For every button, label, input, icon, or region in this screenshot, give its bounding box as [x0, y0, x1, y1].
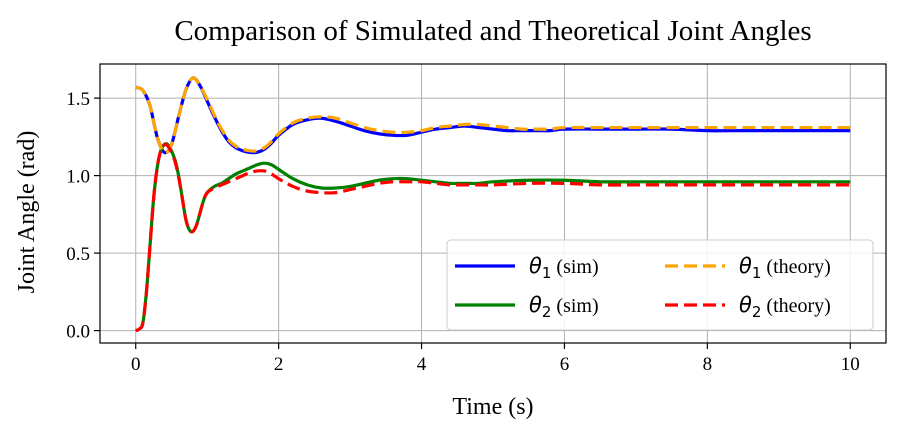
grid-layer	[100, 64, 886, 343]
legend-label-theta2-theory: θ2 (theory)	[739, 293, 831, 321]
x-axis-label: Time (s)	[452, 394, 533, 420]
legend-suffix: (theory)	[761, 295, 830, 317]
legend-subscript: 1	[542, 264, 552, 282]
legend-symbol: θ	[529, 254, 542, 278]
chart-title: Comparison of Simulated and Theoretical …	[174, 15, 811, 47]
series-layer	[135, 76, 851, 333]
y-tick-label: 0.5	[66, 244, 90, 265]
legend-label-theta1-sim: θ1 (sim)	[529, 254, 599, 282]
legend-symbol: θ	[529, 293, 542, 317]
y-tick-label: 1.5	[66, 89, 90, 110]
x-tick-label: 6	[560, 354, 570, 375]
legend-subscript: 2	[752, 303, 762, 321]
legend-subscript: 1	[752, 264, 762, 282]
legend-symbol: θ	[739, 293, 752, 317]
x-tick-label: 2	[274, 354, 284, 375]
x-tick-label: 4	[417, 354, 427, 375]
y-tick-label: 1.0	[66, 167, 90, 188]
legend-label-theta2-sim: θ2 (sim)	[529, 293, 599, 321]
y-axis-label: Joint Angle (rad)	[14, 131, 40, 294]
legend-suffix: (theory)	[761, 256, 830, 278]
legend-box	[446, 239, 874, 331]
x-tick-label: 8	[703, 354, 713, 375]
legend: θ1 (sim) θ1 (theory)θ2 (sim) θ2 (theory)	[446, 239, 874, 331]
x-tick-label: 0	[131, 354, 141, 375]
tick-layer: 0 2 4 6 8 10 0.0 0.5 1.0 1.5	[66, 89, 860, 375]
legend-symbol: θ	[739, 254, 752, 278]
y-tick-label: 0.0	[66, 322, 90, 343]
theta2-theory-line	[135, 142, 851, 333]
legend-suffix: (sim)	[551, 295, 598, 317]
theta1-theory-line	[135, 76, 851, 155]
theta1-sim-line	[135, 76, 851, 155]
legend-label-theta1-theory: θ1 (theory)	[739, 254, 831, 282]
x-tick-label: 10	[841, 354, 860, 375]
plot-frame	[99, 63, 887, 344]
legend-suffix: (sim)	[551, 256, 598, 278]
legend-subscript: 2	[542, 303, 552, 321]
